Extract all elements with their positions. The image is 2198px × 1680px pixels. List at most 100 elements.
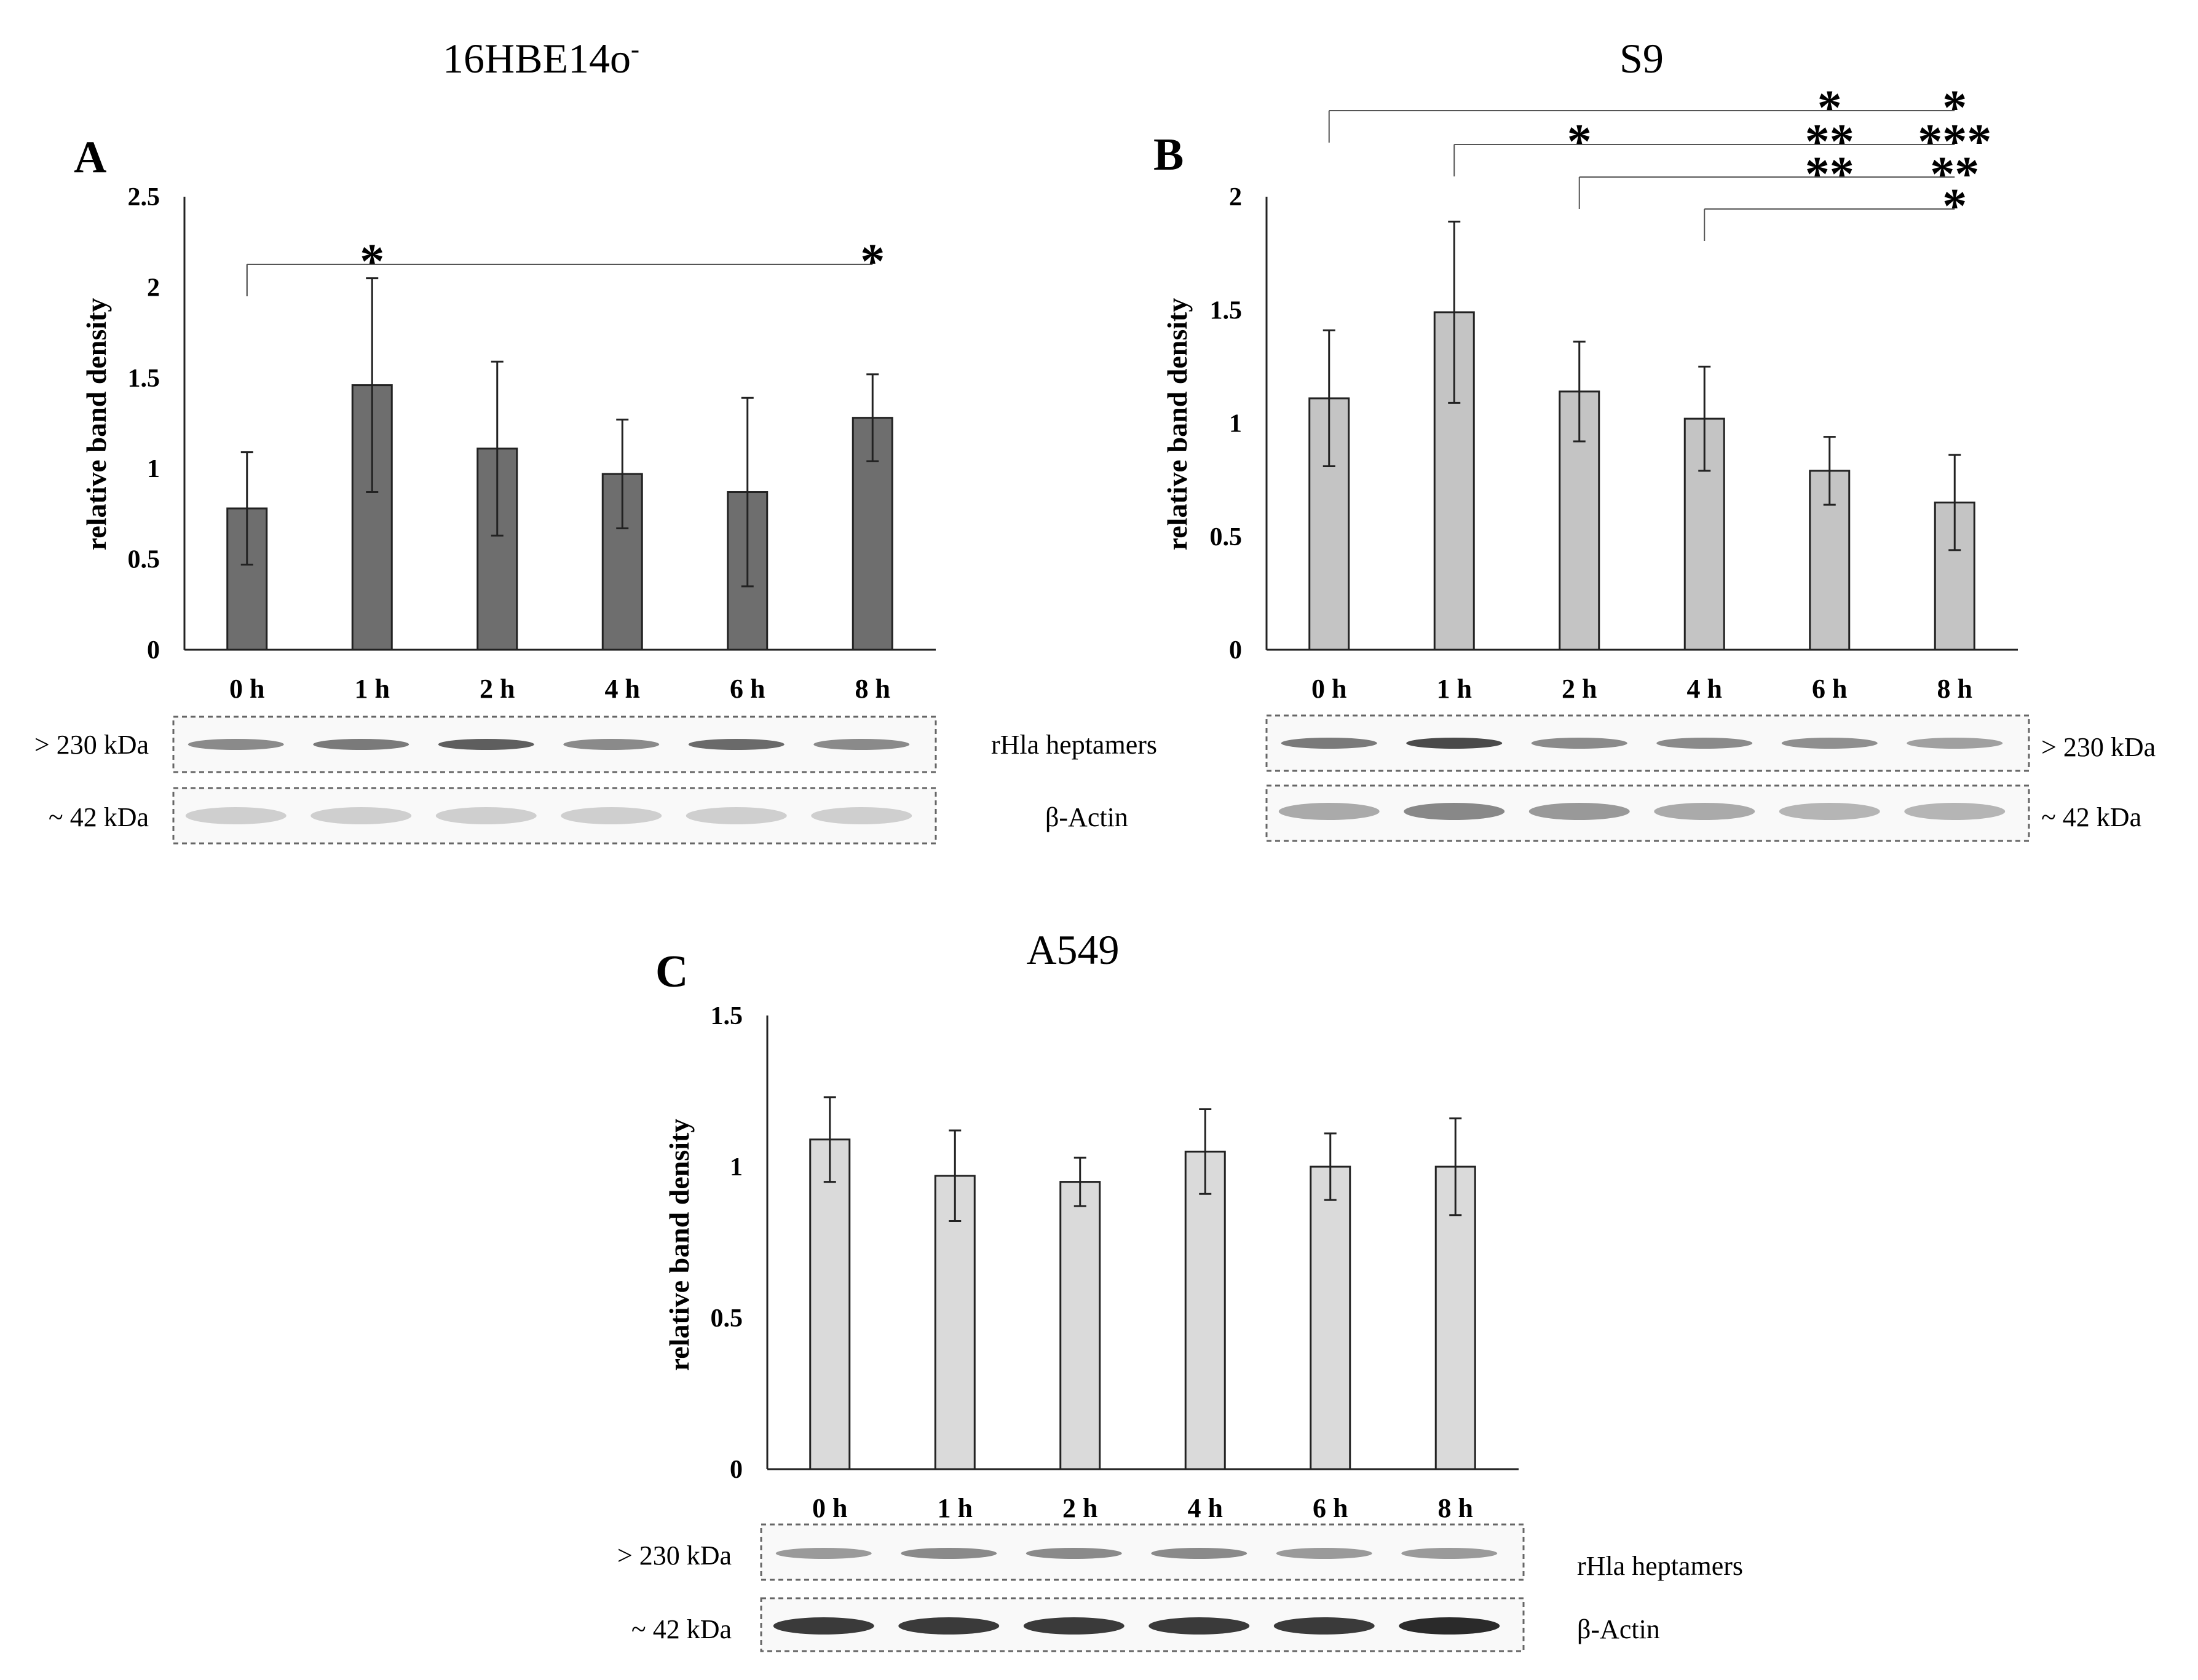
- panel-a-category-label: 0 h: [229, 674, 264, 704]
- panel-c-ytick-label: 0.5: [711, 1304, 743, 1333]
- panel-b-sig-marker: *: [1942, 81, 1967, 135]
- panel-a-ytick-label: 1.5: [128, 365, 160, 393]
- blot-band-lower: [1023, 1617, 1125, 1635]
- panel-c-ytick-label: 1: [730, 1153, 743, 1181]
- panel-a-plot: 0 0.5 1 1.5 2 2.5 0 h 1 h 2 h 4 h 6 h 8 h * *: [128, 183, 936, 704]
- panel-a-lower-band-label: β-Actin: [1045, 802, 1128, 832]
- panel-c-lower-marker: ~ 42 kDa: [631, 1614, 732, 1644]
- panel-a-category-label: 1 h: [355, 674, 390, 704]
- panel-a-upper-marker: > 230 kDa: [34, 730, 149, 760]
- panel-b-category-label: 4 h: [1687, 674, 1722, 704]
- panel-c: A549 C relative band density 0 0.5 1 1.5 0 h…: [617, 926, 1743, 1652]
- panel-c-category-label: 2 h: [1062, 1493, 1097, 1523]
- blot-band-lower: [773, 1617, 874, 1635]
- panel-c-upper-band-label: rHla heptamers: [1577, 1551, 1743, 1581]
- panel-a-lower-marker: ~ 42 kDa: [49, 802, 149, 832]
- panel-c-ytick-label: 1.5: [711, 1002, 743, 1030]
- panel-a-upper-band-label: rHla heptamers: [991, 730, 1157, 760]
- panel-a-ytick-label: 0: [147, 636, 160, 665]
- blot-band-lower: [185, 807, 287, 824]
- panel-c-plot: 0 0.5 1 1.5 0 h 1 h 2 h 4 h 6 h 8 h: [711, 1002, 1519, 1523]
- panel-a-category-label: 8 h: [855, 674, 890, 704]
- blot-band-lower: [1779, 803, 1880, 820]
- panel-b-category-label: 0 h: [1311, 674, 1346, 704]
- blot-band-lower: [1148, 1617, 1250, 1635]
- blot-band-lower: [811, 807, 912, 824]
- panel-c-bar: [1434, 1165, 1476, 1470]
- panel-a-ytick-label: 2.5: [128, 183, 160, 211]
- panel-c-blot: > 230 kDa ~ 42 kDa rHla heptamers β-Acti…: [617, 1523, 1743, 1652]
- blot-band-lower: [561, 807, 662, 824]
- panel-c-bar: [1184, 1150, 1226, 1470]
- panel-a-ytick-label: 2: [147, 274, 160, 302]
- blot-band-lower: [310, 807, 412, 824]
- panel-c-category-label: 1 h: [938, 1493, 973, 1523]
- panel-a-sig-marker: *: [860, 235, 885, 289]
- blot-band-upper: [688, 739, 785, 750]
- panel-c-upper-marker: > 230 kDa: [617, 1540, 732, 1571]
- panel-c-blot-upper-frame: [760, 1523, 1525, 1581]
- panel-a-blot: > 230 kDa ~ 42 kDa rHla heptamers β-Acti…: [34, 716, 1157, 845]
- panel-b: S9 B relative band density 0 0.5 1 1.5 2 0 h 1…: [1153, 35, 2156, 842]
- panel-b-blot-upper-frame: [1265, 714, 2030, 772]
- blot-band-lower: [435, 807, 537, 824]
- panel-c-category-label: 8 h: [1438, 1493, 1473, 1523]
- panel-b-ytick-label: 0: [1229, 636, 1242, 665]
- blot-band-upper: [188, 739, 284, 750]
- panel-c-label: C: [655, 947, 688, 997]
- blot-band-lower: [1404, 803, 1505, 820]
- panel-b-category-label: 1 h: [1437, 674, 1472, 704]
- blot-band-lower: [1278, 803, 1380, 820]
- panel-c-ylabel: relative band density: [663, 1119, 695, 1371]
- panel-b-ytick-label: 1.5: [1210, 296, 1243, 325]
- panel-b-sig-marker: *: [1817, 81, 1842, 135]
- blot-band-upper: [1406, 738, 1503, 749]
- panel-a-ytick-label: 1: [147, 455, 160, 483]
- panel-b-ylabel: relative band density: [1161, 298, 1193, 551]
- panel-c-category-label: 4 h: [1188, 1493, 1223, 1523]
- blot-band-lower: [1273, 1617, 1375, 1635]
- blot-band-upper: [775, 1548, 872, 1559]
- blot-band-lower: [1399, 1617, 1500, 1635]
- panel-a-ylabel: relative band density: [81, 298, 112, 551]
- panel-b-blot-lower-frame: [1265, 784, 2030, 842]
- panel-c-bar: [1310, 1165, 1351, 1470]
- panel-b-sig-marker: **: [1805, 115, 1854, 169]
- blot-band-lower: [1528, 803, 1630, 820]
- panel-c-blot-lower-frame: [760, 1597, 1525, 1652]
- panel-b-ytick-label: 2: [1229, 183, 1242, 211]
- panel-c-bar: [1059, 1181, 1101, 1470]
- blot-band-upper: [1026, 1548, 1122, 1559]
- panel-b-lower-marker: ~ 42 kDa: [2041, 802, 2141, 832]
- panel-b-label: B: [1153, 130, 1184, 180]
- panel-a-blot-upper-frame: [172, 716, 937, 773]
- panel-a-category-label: 4 h: [605, 674, 640, 704]
- panel-b-sig-marker: *: [1942, 179, 1967, 234]
- blot-band-upper: [1531, 738, 1627, 749]
- panel-a-category-label: 6 h: [730, 674, 765, 704]
- panel-b-category-label: 8 h: [1937, 674, 1972, 704]
- panel-c-category-label: 6 h: [1313, 1493, 1348, 1523]
- panel-b-sig-marker: **: [1805, 148, 1854, 202]
- panel-b-sig-marker: **: [1930, 148, 1979, 202]
- panel-a: 16HBE14o- A relative band density 0 0.5 1 1…: [34, 35, 1157, 845]
- panel-a-sig-marker: *: [360, 235, 384, 289]
- blot-band-upper: [563, 739, 660, 750]
- panel-c-title: A549: [1026, 926, 1119, 973]
- blot-band-upper: [1907, 738, 2003, 749]
- panel-c-ytick-label: 0: [730, 1456, 743, 1484]
- panel-a-category-label: 2 h: [480, 674, 515, 704]
- panel-b-ytick-label: 1: [1229, 410, 1242, 438]
- blot-band-upper: [1781, 738, 1878, 749]
- panel-a-title: 16HBE14o-: [443, 35, 639, 82]
- panel-b-title: S9: [1619, 35, 1664, 82]
- panel-b-sig-marker: *: [1567, 115, 1592, 169]
- blot-band-upper: [1401, 1548, 1498, 1559]
- blot-band-upper: [438, 739, 534, 750]
- blot-band-lower: [898, 1617, 1000, 1635]
- panel-a-blot-lower-frame: [172, 787, 937, 845]
- blot-band-upper: [1656, 738, 1753, 749]
- blot-band-lower: [686, 807, 787, 824]
- panel-c-bar: [809, 1138, 851, 1470]
